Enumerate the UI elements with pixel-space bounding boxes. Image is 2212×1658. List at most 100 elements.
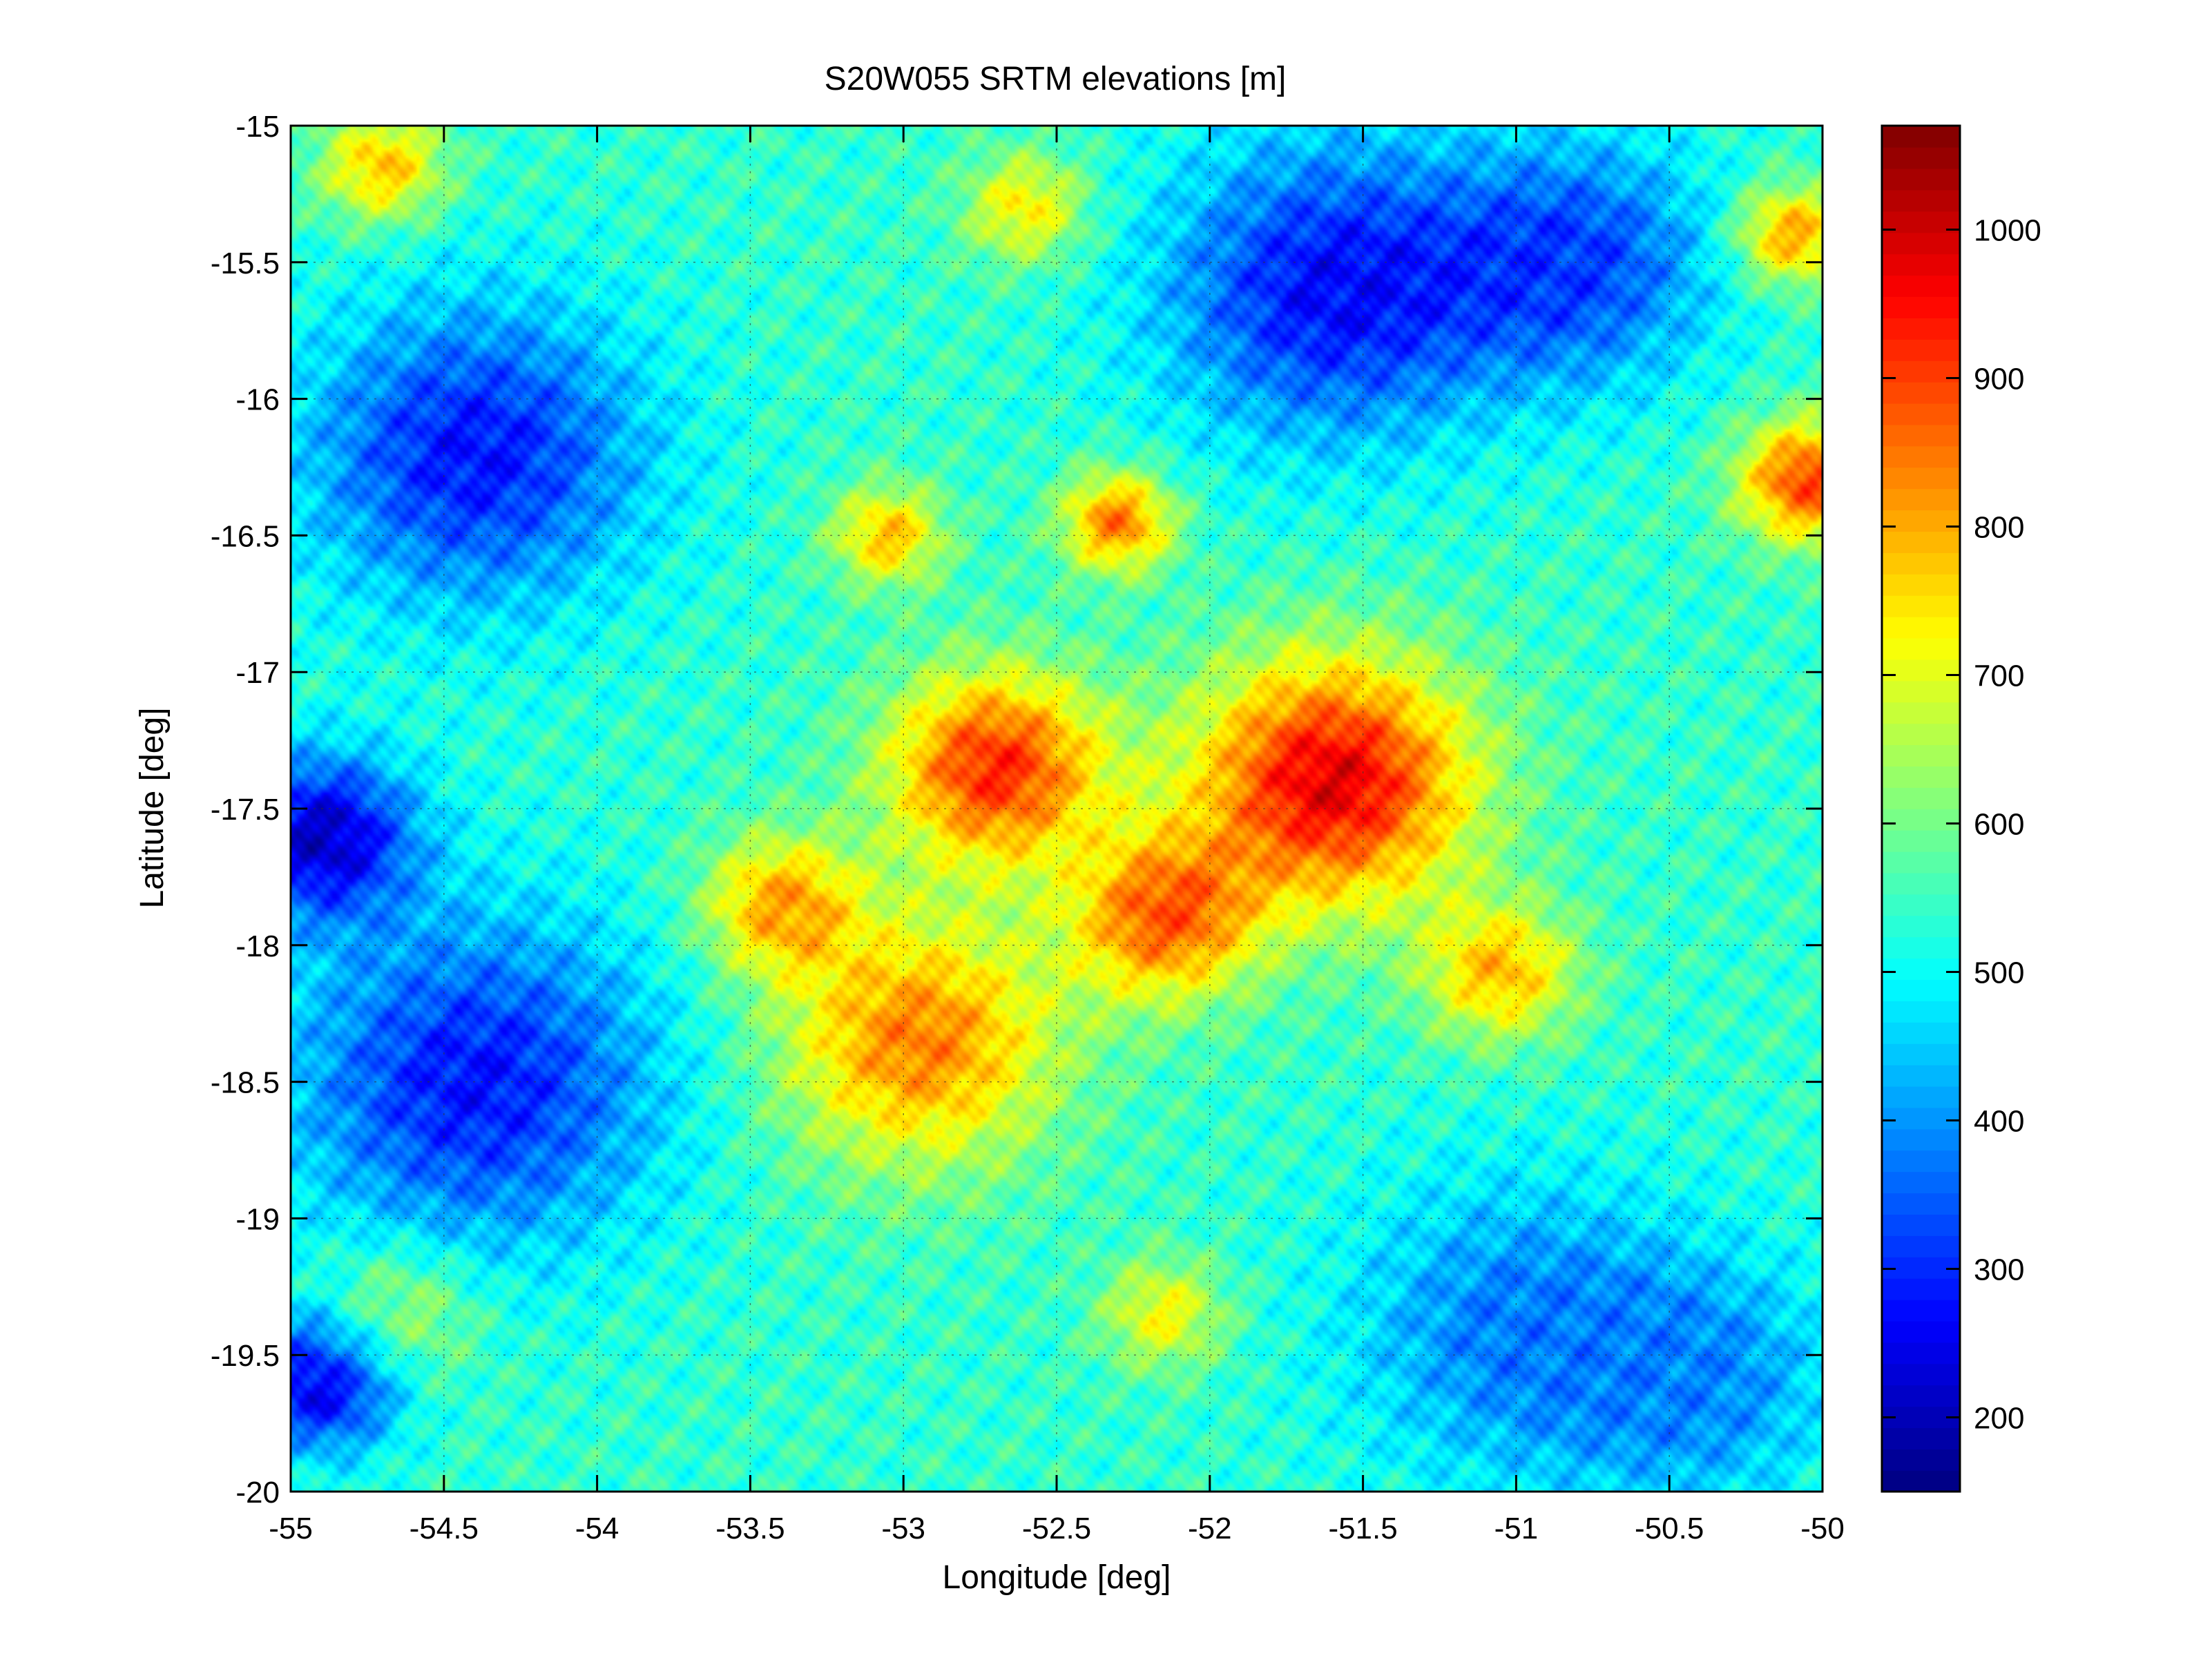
colorbar-band [1882, 872, 1960, 895]
colorbar-band [1882, 253, 1960, 276]
colorbar-band [1882, 659, 1960, 682]
colorbar-band [1882, 1257, 1960, 1279]
x-tick-label: -54.5 [410, 1512, 479, 1545]
y-tick-label: -16 [235, 383, 280, 417]
colorbar-band [1882, 1278, 1960, 1300]
colorbar-band [1882, 829, 1960, 852]
colorbar-band [1882, 809, 1960, 831]
x-axis: -55 -54.5 -54 -53.5 -53 -52.5 -52 -51.5 -51 -50.5… [269, 126, 1845, 1545]
y-axis-label: Latitude [deg] [134, 708, 171, 909]
colorbar-band [1882, 146, 1960, 169]
colorbar-band [1882, 318, 1960, 340]
colorbar-band [1882, 1107, 1960, 1130]
x-tick-label: -50 [1800, 1512, 1845, 1545]
colorbar-tick-label: 200 [1974, 1402, 2024, 1436]
colorbar-band [1882, 744, 1960, 767]
colorbar-band [1882, 1064, 1960, 1087]
y-tick-label: -16.5 [211, 519, 280, 553]
y-tick-label: -20 [235, 1476, 280, 1510]
colorbar-tick-label: 1000 [1974, 214, 2041, 248]
colorbar-band [1882, 552, 1960, 575]
colorbar-tick-label: 500 [1974, 956, 2024, 990]
colorbar-tick-label: 800 [1974, 511, 2024, 545]
y-tick-label: -18 [235, 929, 280, 963]
colorbar-band [1882, 616, 1960, 639]
colorbar-band [1882, 296, 1960, 318]
colorbar-band [1882, 766, 1960, 788]
colorbar-band [1882, 936, 1960, 959]
colorbar-band [1882, 1150, 1960, 1173]
colorbar-band [1882, 1320, 1960, 1343]
colorbar-band [1882, 1470, 1960, 1492]
x-tick-label: -50.5 [1635, 1512, 1704, 1545]
y-tick-label: -19.5 [211, 1339, 280, 1373]
plot-area: -55 -54.5 -54 -53.5 -53 -52.5 -52 -51.5 -51 -50.5… [211, 110, 1845, 1545]
colorbar-band [1882, 1299, 1960, 1322]
colorbar-band [1882, 467, 1960, 490]
colorbar-band [1882, 1385, 1960, 1407]
colorbar-band [1882, 339, 1960, 361]
colorbar-band [1882, 723, 1960, 746]
x-tick-label: -53 [881, 1512, 925, 1545]
colorbar-band [1882, 1171, 1960, 1194]
colorbar-band [1882, 894, 1960, 916]
colorbar-band [1882, 595, 1960, 617]
colorbar: 200 300 400 500 600 700 800 900 1000 [1881, 124, 2041, 1493]
colorbar-band [1882, 510, 1960, 532]
colorbar-band [1882, 1022, 1960, 1044]
colorbar-band [1882, 126, 1960, 148]
colorbar-band [1882, 189, 1960, 212]
colorbar-band [1882, 1128, 1960, 1151]
colorbar-band [1882, 1235, 1960, 1257]
chart-title: S20W055 SRTM elevations [m] [825, 61, 1287, 97]
colorbar-band [1882, 1449, 1960, 1471]
x-tick-label: -55 [269, 1512, 313, 1545]
x-tick-label: -52.5 [1022, 1512, 1091, 1545]
y-tick-label: -17.5 [211, 793, 280, 827]
colorbar-band [1882, 1342, 1960, 1365]
y-tick-label: -17 [235, 656, 280, 690]
colorbar-band [1882, 958, 1960, 981]
colorbar-tick-label: 900 [1974, 363, 2024, 396]
colorbar-band [1882, 445, 1960, 468]
x-tick-label: -54 [575, 1512, 619, 1545]
x-tick-label: -53.5 [715, 1512, 785, 1545]
colorbar-band [1882, 1043, 1960, 1066]
colorbar-band [1882, 702, 1960, 724]
colorbar-band [1882, 851, 1960, 874]
colorbar-band [1882, 403, 1960, 425]
colorbar-band [1882, 168, 1960, 191]
y-tick-label: -15.5 [211, 247, 280, 280]
colorbar-band [1882, 637, 1960, 660]
colorbar-tick-label: 400 [1974, 1105, 2024, 1139]
colorbar-band [1882, 381, 1960, 404]
colorbar-band [1882, 232, 1960, 255]
colorbar-frame [1881, 124, 1961, 1493]
x-axis-label: Longitude [deg] [943, 1559, 1171, 1596]
colorbar-band [1882, 531, 1960, 553]
colorbar-band [1882, 787, 1960, 809]
y-tick-label: -19 [235, 1202, 280, 1236]
colorbar-band [1882, 275, 1960, 298]
colorbar-band [1882, 1193, 1960, 1215]
colorbar-ticks: 200 300 400 500 600 700 800 900 1000 [1882, 214, 2041, 1436]
colorbar-band [1882, 979, 1960, 1001]
colorbar-band [1882, 488, 1960, 511]
colorbar-band [1882, 424, 1960, 447]
x-tick-label: -51 [1494, 1512, 1539, 1545]
colorbar-band [1882, 1001, 1960, 1023]
colorbar-band [1882, 680, 1960, 703]
colorbar-tick-label: 300 [1974, 1253, 2024, 1287]
colorbar-band [1882, 1214, 1960, 1236]
y-tick-label: -15 [235, 110, 280, 144]
colorbar-band [1882, 1363, 1960, 1386]
colorbar-band [1882, 574, 1960, 596]
colorbar-band [1882, 1427, 1960, 1449]
colorbar-tick-label: 700 [1974, 659, 2024, 693]
colorbar-band [1882, 915, 1960, 938]
x-tick-label: -52 [1188, 1512, 1232, 1545]
x-tick-label: -51.5 [1328, 1512, 1397, 1545]
colorbar-band [1882, 1086, 1960, 1108]
y-tick-label: -18.5 [211, 1066, 280, 1100]
